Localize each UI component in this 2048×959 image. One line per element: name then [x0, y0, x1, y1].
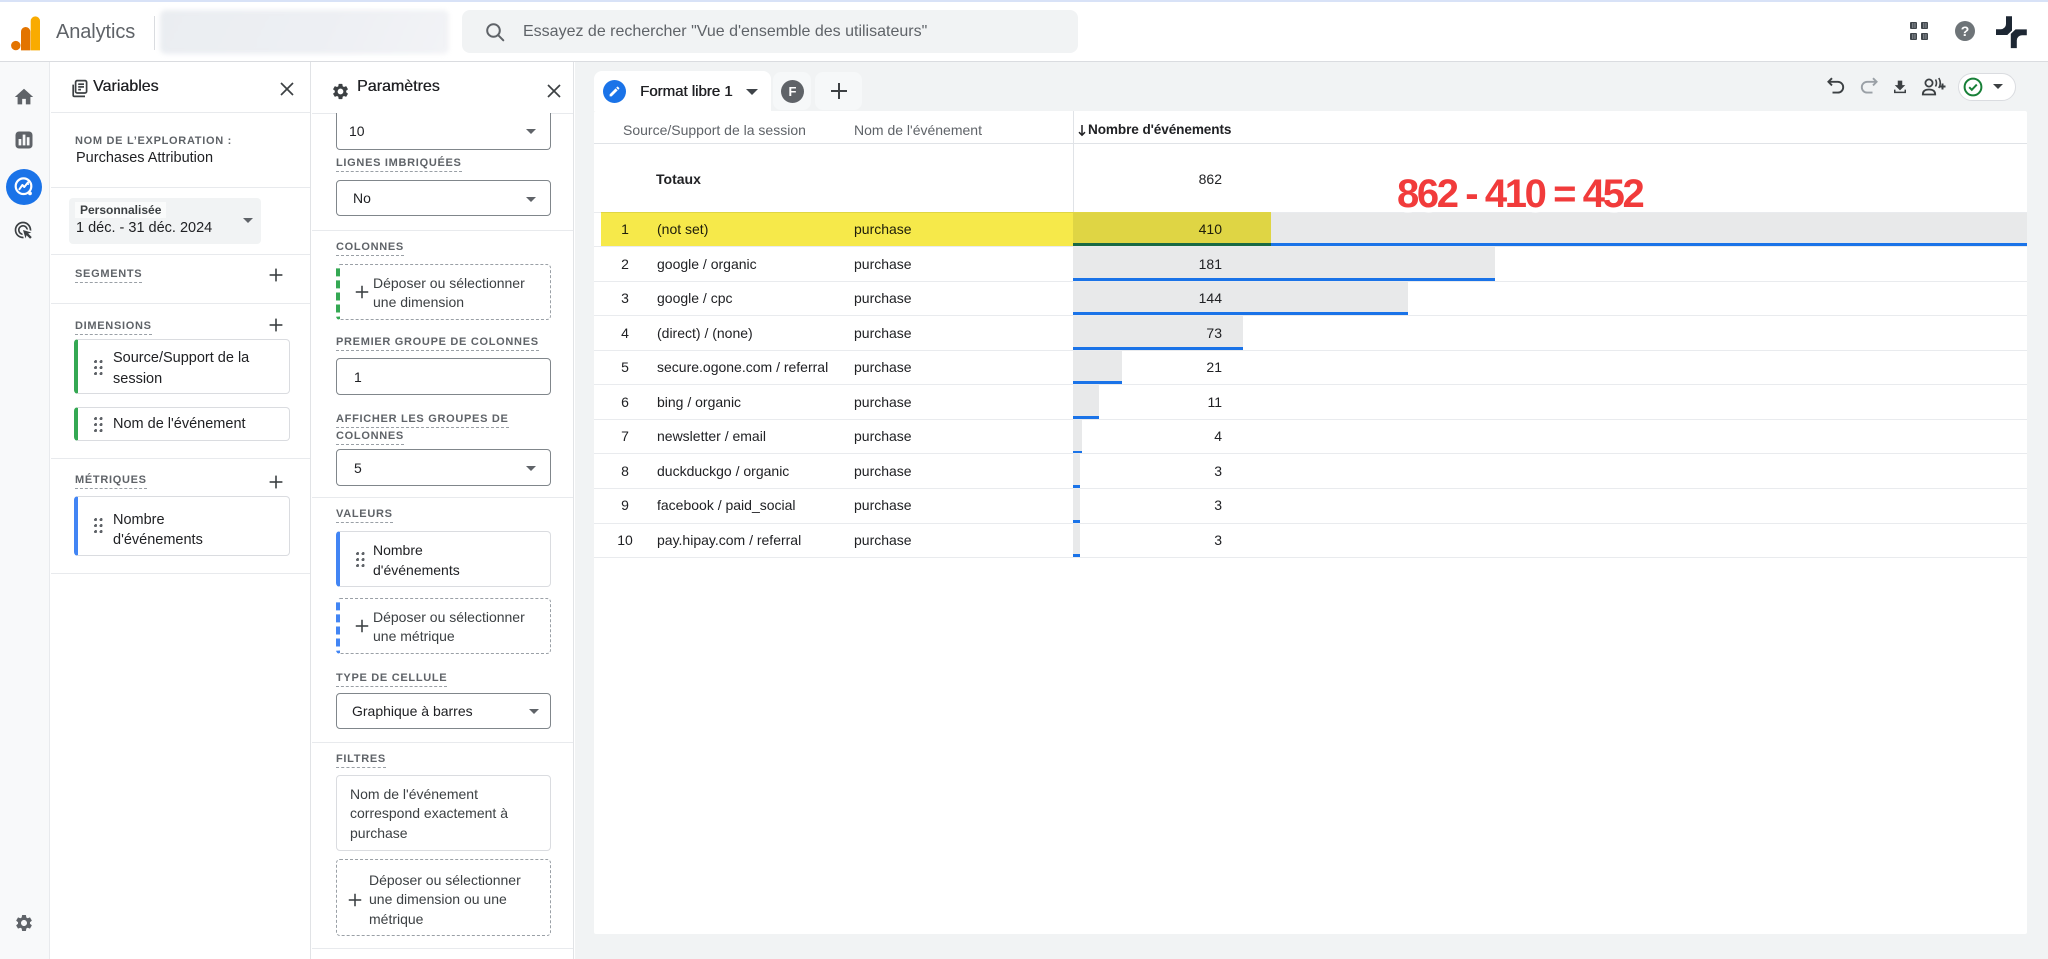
svg-text:862 - 410 = 452: 862 - 410 = 452	[1397, 172, 1644, 216]
